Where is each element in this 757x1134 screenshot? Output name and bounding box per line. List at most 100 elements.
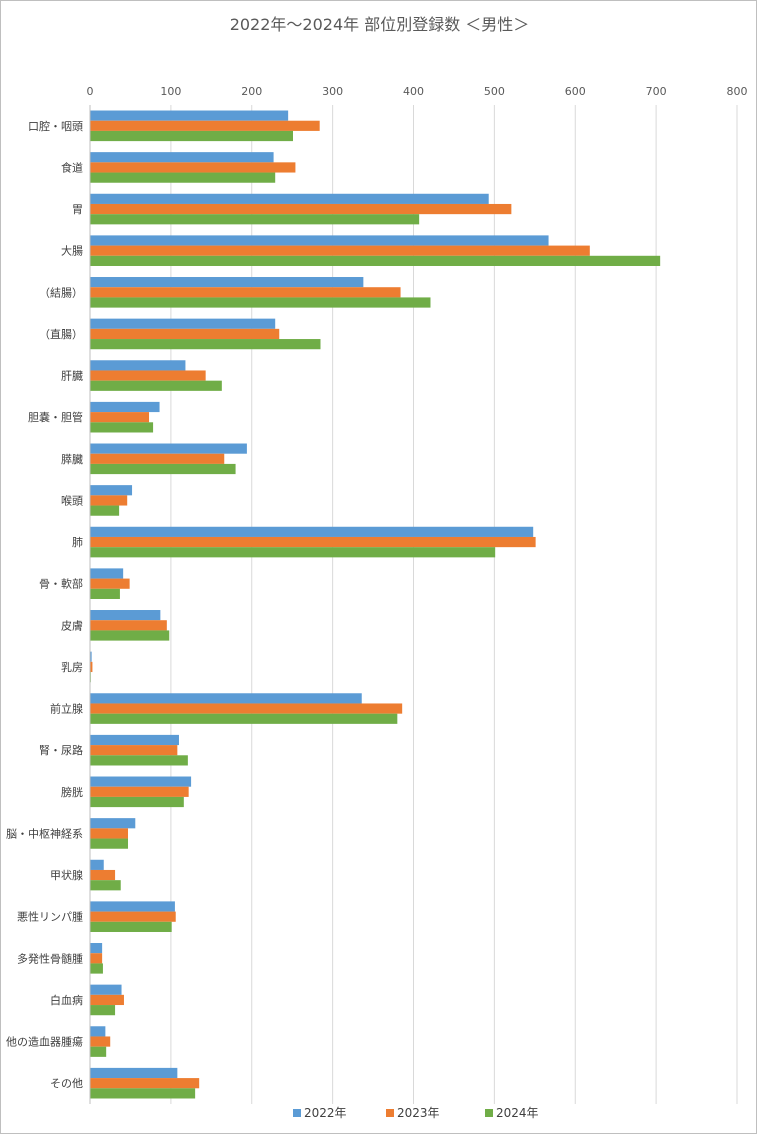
bar	[90, 984, 122, 995]
category-label: 乳房	[61, 661, 83, 674]
bar	[90, 203, 512, 215]
bar	[90, 536, 536, 548]
bar	[90, 610, 161, 621]
bar	[90, 703, 403, 714]
bar	[90, 152, 274, 163]
x-tick-label: 0	[87, 85, 94, 98]
bar	[90, 235, 549, 246]
bar	[90, 380, 222, 391]
legend-label: 2023年	[397, 1106, 440, 1120]
x-tick-label: 500	[484, 85, 505, 98]
bar	[90, 786, 189, 797]
bar	[90, 994, 124, 1006]
bar	[90, 568, 124, 579]
category-label: 肺	[72, 536, 83, 549]
bar	[90, 651, 92, 662]
bar	[90, 422, 154, 433]
category-label: 胃	[72, 203, 83, 216]
bar	[90, 318, 276, 329]
bar	[90, 745, 178, 756]
chart-title: 2022年～2024年 部位別登録数 ＜男性＞	[229, 15, 530, 34]
x-tick-label: 100	[160, 85, 181, 98]
bar	[90, 838, 129, 849]
bar	[90, 776, 192, 787]
bar	[90, 172, 276, 183]
category-label: 骨・軟部	[39, 577, 83, 591]
category-label: （結腸）	[39, 285, 83, 299]
bar	[90, 943, 103, 954]
bar	[90, 255, 661, 266]
bar	[90, 130, 293, 142]
bar	[90, 360, 186, 371]
bar	[90, 339, 321, 350]
category-label: 甲状腺	[50, 868, 83, 882]
bar	[90, 869, 116, 881]
category-label: 喉頭	[61, 494, 83, 507]
legend-label: 2022年	[304, 1106, 347, 1120]
category-label: 皮膚	[61, 618, 83, 632]
category-label: 脳・中枢神経系	[6, 826, 83, 840]
bar	[90, 547, 496, 558]
bar	[90, 453, 225, 464]
bar	[90, 901, 175, 912]
bar	[90, 463, 236, 475]
category-label: 肝臓	[61, 370, 83, 383]
x-tick-label: 800	[727, 85, 748, 98]
bar	[90, 287, 401, 298]
legend-label: 2024年	[496, 1106, 539, 1120]
x-tick-label: 600	[565, 85, 586, 98]
bar	[90, 1067, 178, 1079]
bar	[90, 1046, 107, 1057]
bar	[90, 578, 130, 589]
category-label: 膀胱	[61, 785, 83, 799]
bar	[90, 1036, 111, 1047]
bar	[90, 818, 136, 829]
bar	[90, 755, 188, 766]
bar	[90, 505, 120, 516]
legend-swatch	[485, 1109, 493, 1117]
bar	[90, 588, 120, 599]
bar	[90, 693, 362, 704]
legend-swatch	[386, 1109, 394, 1117]
bar	[90, 495, 128, 506]
bar	[90, 1078, 200, 1089]
bar	[90, 245, 590, 256]
category-label: 食道	[61, 160, 83, 174]
bar	[90, 110, 289, 121]
bar	[90, 162, 296, 173]
category-label: 胆嚢・胆管	[28, 410, 83, 424]
bar	[90, 443, 247, 454]
bar	[90, 963, 103, 974]
category-label: 他の造血器腫瘍	[6, 1035, 83, 1049]
bar	[90, 921, 172, 932]
category-label: その他	[50, 1077, 83, 1090]
bar	[90, 828, 129, 839]
x-tick-label: 300	[322, 85, 343, 98]
category-label: 大腸	[61, 244, 83, 258]
bar	[90, 193, 489, 204]
bar	[90, 412, 150, 423]
bar	[90, 297, 431, 308]
bar	[90, 526, 534, 537]
bar	[90, 370, 206, 381]
category-label: （直腸）	[39, 327, 83, 341]
bar	[90, 859, 104, 870]
category-label: 悪性リンパ腫	[17, 910, 83, 924]
x-tick-label: 400	[403, 85, 424, 98]
bar	[90, 796, 184, 808]
category-label: 多発性骨髄腫	[17, 951, 83, 965]
bar	[90, 1026, 106, 1037]
bar	[90, 120, 320, 131]
bar	[90, 214, 420, 225]
bar	[90, 1088, 196, 1099]
category-label: 口腔・咽頭	[28, 119, 83, 133]
bar	[90, 661, 93, 673]
bar	[90, 1005, 116, 1016]
x-tick-label: 200	[241, 85, 262, 98]
bar	[90, 485, 133, 496]
legend-swatch	[293, 1109, 301, 1117]
category-label: 腎・尿路	[39, 744, 83, 757]
category-label: 膵臓	[61, 453, 83, 466]
